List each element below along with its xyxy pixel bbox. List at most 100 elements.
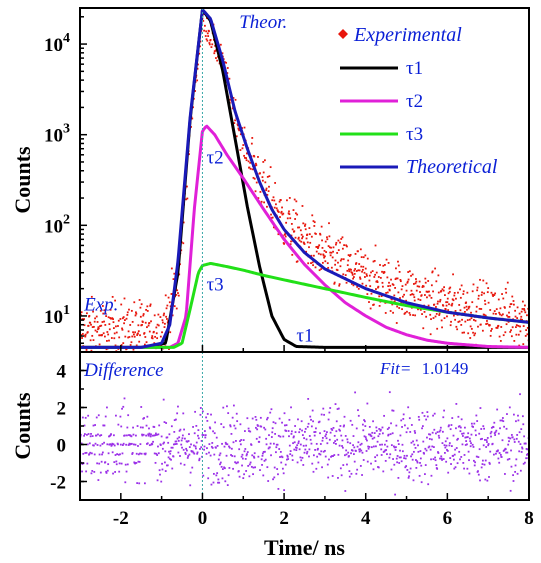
difference-point [182,412,185,415]
difference-point [210,483,213,486]
experimental-point [461,318,463,321]
experimental-point [487,301,490,304]
difference-point [357,409,359,412]
experimental-point [521,300,524,303]
difference-point [191,466,194,469]
annotation-tau1: τ1 [296,326,313,347]
difference-point [335,442,337,445]
difference-point [508,440,510,443]
difference-point [106,469,109,472]
difference-point [300,459,303,462]
difference-point [388,391,391,394]
experimental-point [509,331,512,333]
difference-point [87,414,90,417]
difference-point [157,445,159,448]
difference-point [463,454,466,456]
difference-point [337,407,340,410]
difference-point [482,425,485,428]
experimental-point [371,270,374,272]
difference-point [130,442,133,445]
experimental-point [172,278,175,281]
experimental-point [463,306,466,309]
experimental-point [105,348,108,351]
x-tick-label: 0 [198,508,208,529]
difference-point [421,427,423,430]
difference-point [259,469,261,471]
difference-point [292,442,294,445]
difference-point [477,456,480,459]
difference-point [382,470,385,473]
difference-point [175,418,177,421]
difference-point [423,452,425,455]
experimental-point [395,267,397,270]
difference-point [235,440,237,442]
experimental-point [308,233,311,236]
difference-point [238,475,241,478]
difference-point [115,463,118,466]
difference-point [475,434,477,437]
experimental-point [381,270,383,273]
experimental-point [425,315,428,318]
difference-point [218,481,221,484]
difference-point [342,464,345,466]
difference-point [224,467,226,470]
experimental-point [199,45,201,48]
experimental-point [310,262,312,265]
experimental-point [164,322,166,325]
experimental-point [374,244,377,247]
difference-point [100,434,103,437]
experimental-point [354,253,357,255]
difference-point [428,445,431,448]
difference-point [113,461,116,464]
experimental-point [86,312,88,315]
experimental-point [450,320,452,323]
experimental-point [304,228,307,231]
difference-point [414,431,417,434]
difference-point [255,437,258,440]
difference-point [471,443,474,446]
experimental-point [96,321,99,323]
experimental-point [255,181,258,184]
experimental-point [395,322,398,324]
experimental-point [277,211,280,213]
experimental-point [435,280,438,283]
experimental-point [113,337,116,340]
difference-point [219,463,221,466]
experimental-point [83,318,85,320]
difference-point [207,467,210,469]
experimental-point [237,127,240,130]
experimental-point [364,267,367,270]
difference-point [446,437,449,440]
fit-label: Fit= [379,359,411,378]
difference-point [199,407,202,409]
difference-point [164,450,167,453]
experimental-point [166,321,169,324]
experimental-point [390,278,392,281]
difference-point [241,453,244,456]
difference-point [228,467,231,469]
experimental-point [424,281,427,284]
difference-point [467,432,470,435]
experimental-point [400,301,403,304]
experimental-point [295,200,298,203]
difference-point [362,459,365,461]
experimental-point [376,281,379,283]
difference-point [393,463,396,466]
difference-point [367,447,370,450]
experimental-point [259,172,261,175]
experimental-point [348,270,351,273]
experimental-point [439,300,441,303]
difference-point [147,434,150,437]
difference-points [79,391,530,496]
difference-point [94,424,97,426]
difference-point [259,416,262,419]
experimental-point [92,325,95,328]
difference-point [81,463,84,465]
experimental-point [321,239,323,242]
experimental-point [285,221,288,224]
difference-point [211,442,214,444]
experimental-point [498,335,501,338]
y-tick-label: 101 [44,303,70,328]
experimental-point [284,232,287,235]
difference-point [448,444,451,447]
